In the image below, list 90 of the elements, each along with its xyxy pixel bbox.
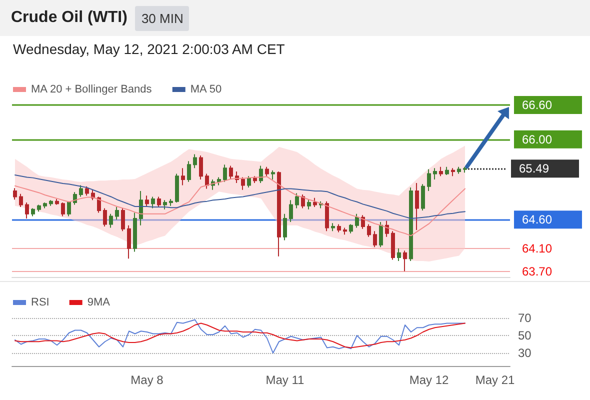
candlestick	[325, 200, 329, 232]
x-tick-label: May 11	[266, 373, 305, 387]
candlestick	[37, 204, 41, 212]
candlestick	[217, 176, 221, 186]
candlestick	[55, 198, 59, 206]
candlestick	[331, 222, 335, 232]
x-tick-label: May 8	[130, 373, 164, 387]
candlestick	[109, 213, 113, 228]
candlestick	[169, 198, 173, 206]
candlestick	[175, 173, 179, 203]
candlestick	[361, 214, 365, 230]
candlestick	[427, 168, 431, 192]
legend-label: MA 50	[190, 84, 222, 96]
candlestick	[379, 221, 383, 248]
text: 30 MIN	[135, 6, 190, 30]
candlestick	[307, 198, 311, 210]
candlestick	[451, 168, 455, 177]
candlestick	[43, 202, 47, 209]
candlestick	[13, 188, 17, 200]
candlestick	[349, 224, 353, 234]
candlestick	[271, 170, 275, 180]
candlestick	[127, 224, 131, 260]
chart-subtitle: Wednesday, May 12, 2021 2:00:03 AM CET	[12, 40, 286, 59]
candlestick	[103, 208, 107, 228]
candlestick	[181, 168, 185, 186]
candlestick	[343, 227, 347, 236]
ref-line-label: 64.10	[522, 241, 552, 256]
candlestick	[79, 184, 83, 198]
y-tick-label: 50	[518, 328, 532, 342]
candlestick	[457, 166, 461, 174]
candlestick	[289, 200, 293, 222]
legend-label: 9MA	[87, 296, 111, 308]
candlestick	[409, 187, 413, 262]
candlestick	[193, 154, 197, 169]
x-tick-label: May 21	[475, 373, 515, 387]
candlestick	[337, 224, 341, 233]
candlestick	[277, 171, 281, 257]
candlestick	[157, 196, 161, 208]
candlestick	[439, 166, 443, 177]
candlestick	[163, 200, 167, 210]
candlestick	[391, 230, 395, 260]
candlestick	[241, 176, 245, 190]
legend-label: MA 20 + Bollinger Bands	[31, 84, 152, 96]
candlestick	[85, 186, 89, 196]
candlestick	[199, 154, 203, 180]
candlestick	[151, 196, 155, 209]
candlestick	[115, 206, 119, 220]
candlestick	[49, 200, 53, 206]
candlestick	[415, 182, 419, 230]
candlestick	[61, 202, 65, 217]
candlestick	[265, 166, 269, 177]
candlestick	[433, 168, 437, 180]
x-tick-label: May 12	[409, 373, 449, 387]
candlestick	[67, 200, 71, 217]
candlestick	[445, 166, 449, 176]
candlestick	[97, 196, 101, 214]
line-series	[14, 322, 466, 348]
candlestick	[367, 224, 371, 238]
candlestick	[145, 195, 149, 208]
ref-line-label: 65.49	[519, 162, 550, 176]
candlestick	[31, 208, 35, 217]
candlestick	[403, 250, 407, 272]
candlestick	[283, 213, 287, 241]
candlestick	[19, 193, 23, 208]
candlestick	[139, 190, 143, 226]
candlestick	[463, 166, 467, 174]
candlestick	[133, 212, 137, 252]
candlestick	[121, 208, 125, 232]
y-tick-label: 30	[518, 346, 532, 360]
candlestick	[313, 197, 317, 208]
candlestick	[295, 192, 299, 209]
candlestick	[421, 184, 425, 211]
ref-line-label: 66.60	[522, 98, 552, 112]
legend-label: RSI	[31, 296, 50, 308]
candlestick	[397, 248, 401, 262]
candlestick	[253, 176, 257, 184]
ref-line-label: 64.60	[522, 212, 552, 227]
candlestick	[223, 164, 227, 182]
candlestick	[229, 165, 233, 180]
candlestick	[247, 176, 251, 188]
candlestick	[373, 230, 377, 248]
candlestick	[205, 173, 209, 190]
candlestick	[25, 202, 29, 220]
candlestick	[259, 165, 263, 184]
candlestick	[355, 213, 359, 228]
y-tick-label: 70	[518, 311, 532, 325]
chart-title: Crude Oil (WTI)	[11, 9, 128, 27]
ref-line-label: 66.00	[522, 132, 552, 146]
ref-line-label: 63.70	[522, 264, 552, 278]
candlestick	[187, 160, 191, 182]
